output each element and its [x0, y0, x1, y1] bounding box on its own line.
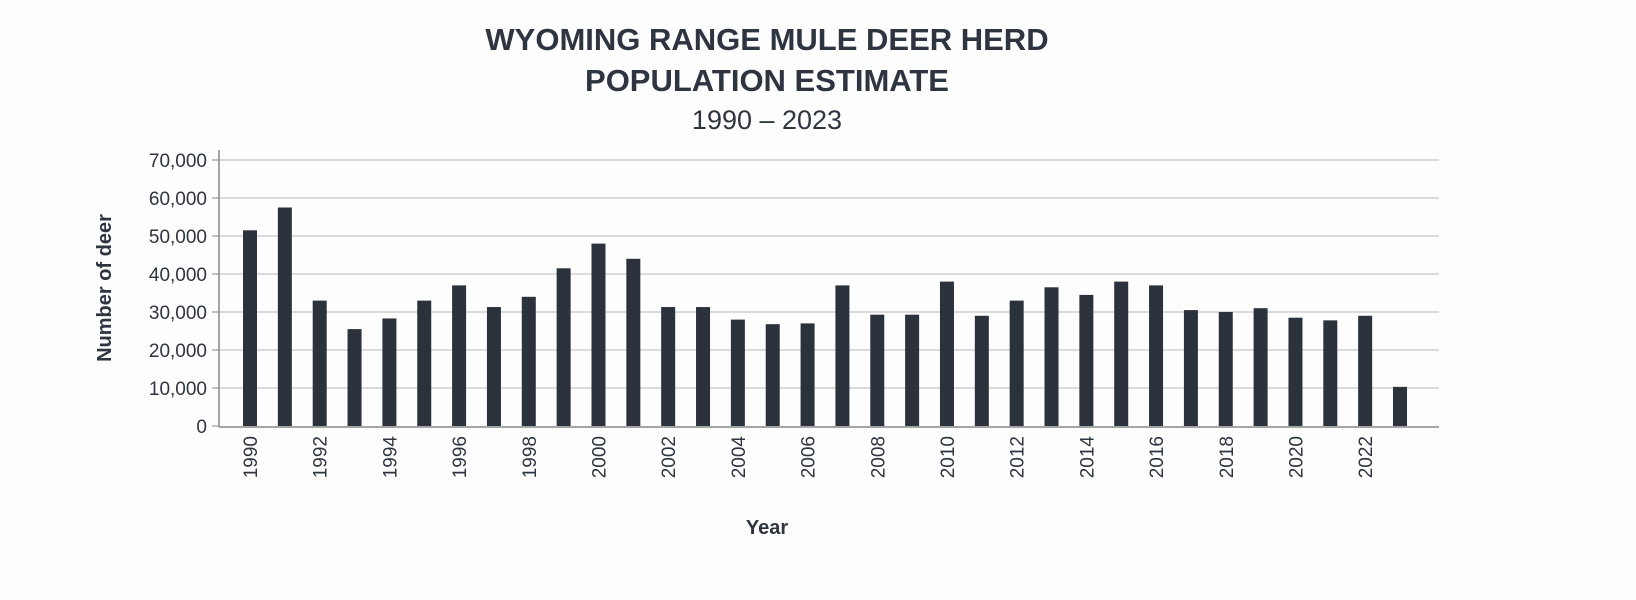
y-tick-label: 10,000	[149, 379, 207, 400]
bar-2000	[591, 243, 606, 426]
bar-2014	[1079, 294, 1094, 426]
bar-2009	[905, 314, 920, 426]
bar-2020	[1288, 317, 1303, 426]
chart-title-line-2: POPULATION ESTIMATE	[585, 63, 949, 98]
bar-2015	[1114, 281, 1129, 426]
x-tick-label: 2022	[1356, 436, 1377, 478]
x-tick-label: 1998	[520, 436, 541, 478]
x-axis-label: Year	[746, 517, 788, 539]
bar-1999	[556, 268, 571, 426]
y-tick-label: 0	[196, 417, 207, 438]
bar-1994	[382, 318, 397, 426]
x-tick-label: 2006	[799, 436, 820, 478]
x-tick-label: 2020	[1286, 436, 1307, 478]
x-tick-label: 2012	[1008, 436, 1029, 478]
bar-2023	[1393, 386, 1407, 426]
bar-2017	[1183, 310, 1198, 426]
bar-2013	[1044, 287, 1059, 426]
bar-1990	[243, 230, 257, 426]
bar-1995	[417, 300, 432, 426]
x-tick-label: 2014	[1077, 436, 1098, 479]
x-tick-label: 2018	[1217, 436, 1238, 478]
bar-2019	[1253, 308, 1268, 426]
bar-2010	[939, 281, 954, 426]
chart-title-line-1: WYOMING RANGE MULE DEER HERD	[485, 22, 1048, 57]
chart-subtitle: 1990 – 2023	[692, 105, 842, 135]
bar-1992	[312, 300, 327, 426]
bar-2022	[1358, 315, 1373, 426]
bar-2012	[1009, 300, 1024, 426]
bar-1996	[452, 285, 467, 426]
bar-2006	[800, 323, 815, 426]
bar-2003	[696, 307, 711, 426]
bar-2001	[626, 258, 641, 426]
bar-1998	[521, 296, 536, 426]
bar-1993	[347, 329, 362, 426]
y-tick-label: 50,000	[149, 227, 207, 248]
x-tick-label: 1996	[450, 436, 471, 478]
x-tick-label: 2016	[1147, 436, 1168, 478]
x-tick-label: 2002	[659, 436, 680, 478]
bar-1997	[486, 307, 501, 426]
y-tick-label: 60,000	[149, 189, 207, 210]
bar-2002	[661, 307, 676, 426]
bar-2004	[730, 319, 745, 426]
bar-2021	[1323, 320, 1338, 426]
bar-2008	[870, 314, 885, 426]
x-tick-label: 2004	[729, 436, 750, 479]
y-axis-label: Number of deer	[94, 214, 116, 362]
bar-2007	[835, 285, 850, 426]
y-tick-label: 40,000	[149, 265, 207, 286]
x-tick-label: 2008	[868, 436, 889, 478]
x-tick-label: 1990	[241, 436, 262, 478]
y-tick-label: 20,000	[149, 341, 207, 362]
x-tick-label: 1994	[380, 436, 401, 479]
bar-2016	[1149, 285, 1164, 426]
y-tick-label: 70,000	[149, 151, 207, 172]
x-tick-label: 1992	[311, 436, 332, 478]
y-tick-label: 30,000	[149, 303, 207, 324]
bar-1991	[277, 207, 292, 426]
bar-2018	[1218, 312, 1233, 426]
x-tick-label: 2000	[589, 436, 610, 478]
bar-2005	[765, 324, 780, 426]
x-tick-label: 2010	[938, 436, 959, 478]
bar-2011	[974, 315, 989, 426]
